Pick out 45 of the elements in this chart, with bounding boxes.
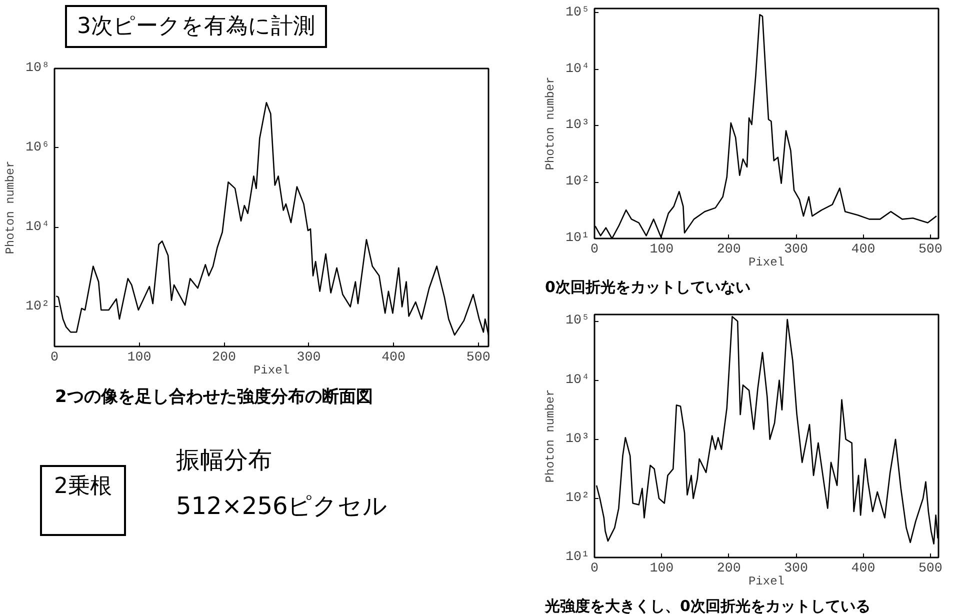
y-axis-title: Photon number — [4, 160, 18, 254]
x-tick-label: 0 — [590, 242, 598, 258]
text: 光強度を大きくし、0次回折光をカットしている — [545, 596, 870, 614]
y-axis-title: Photon number — [544, 76, 558, 170]
x-tick-label: 100 — [650, 242, 674, 258]
x-tick-label: 100 — [127, 350, 152, 366]
y-tick-label: 10⁵ — [566, 5, 590, 20]
y-tick-label: 10⁶ — [26, 140, 50, 156]
text: 振幅分布 — [176, 445, 273, 476]
x-tick-label: 400 — [382, 350, 406, 366]
x-tick-label: 100 — [650, 562, 674, 576]
x-tick-label: 500 — [918, 242, 942, 258]
x-tick-label: 400 — [851, 562, 876, 576]
x-tick-label: 300 — [784, 242, 808, 258]
y-tick-label: 10² — [26, 299, 50, 314]
x-tick-label: 400 — [851, 242, 876, 258]
x-tick-label: 0 — [50, 350, 58, 366]
y-tick-label: 10⁴ — [566, 372, 590, 388]
text: 2つの像を足し合わせた強度分布の断面図 — [55, 386, 373, 409]
x-tick-label: 300 — [784, 562, 808, 576]
y-tick-label: 10³ — [566, 118, 590, 134]
x-tick-label: 200 — [716, 562, 741, 576]
text: 3次ピークを有為に計測 — [65, 5, 327, 48]
x-tick-label: 200 — [716, 242, 741, 258]
x-axis-title: Pixel — [748, 574, 785, 588]
y-tick-label: 10⁴ — [26, 220, 50, 235]
y-tick-label: 10³ — [566, 432, 590, 447]
y-tick-label: 10⁴ — [566, 62, 590, 77]
y-tick-label: 10¹ — [566, 231, 590, 246]
y-tick-label: 10² — [566, 490, 590, 506]
x-axis-title: Pixel — [748, 256, 785, 270]
y-tick-label: 10¹ — [566, 550, 590, 565]
y-axis-title: Photon number — [544, 389, 558, 483]
x-tick-label: 500 — [918, 562, 942, 576]
x-tick-label: 200 — [212, 350, 236, 366]
y-tick-label: 10⁸ — [26, 61, 50, 76]
x-tick-label: 300 — [296, 350, 321, 366]
text: 512×256ピクセル — [176, 491, 388, 522]
y-tick-label: 10² — [566, 174, 590, 190]
x-tick-label: 500 — [466, 350, 490, 366]
x-axis-title: Pixel — [253, 364, 290, 378]
x-tick-label: 0 — [590, 562, 598, 576]
text: 2乗根 — [40, 465, 126, 536]
y-tick-label: 10⁵ — [566, 314, 590, 329]
text: 0次回折光をカットしていない — [545, 277, 750, 298]
